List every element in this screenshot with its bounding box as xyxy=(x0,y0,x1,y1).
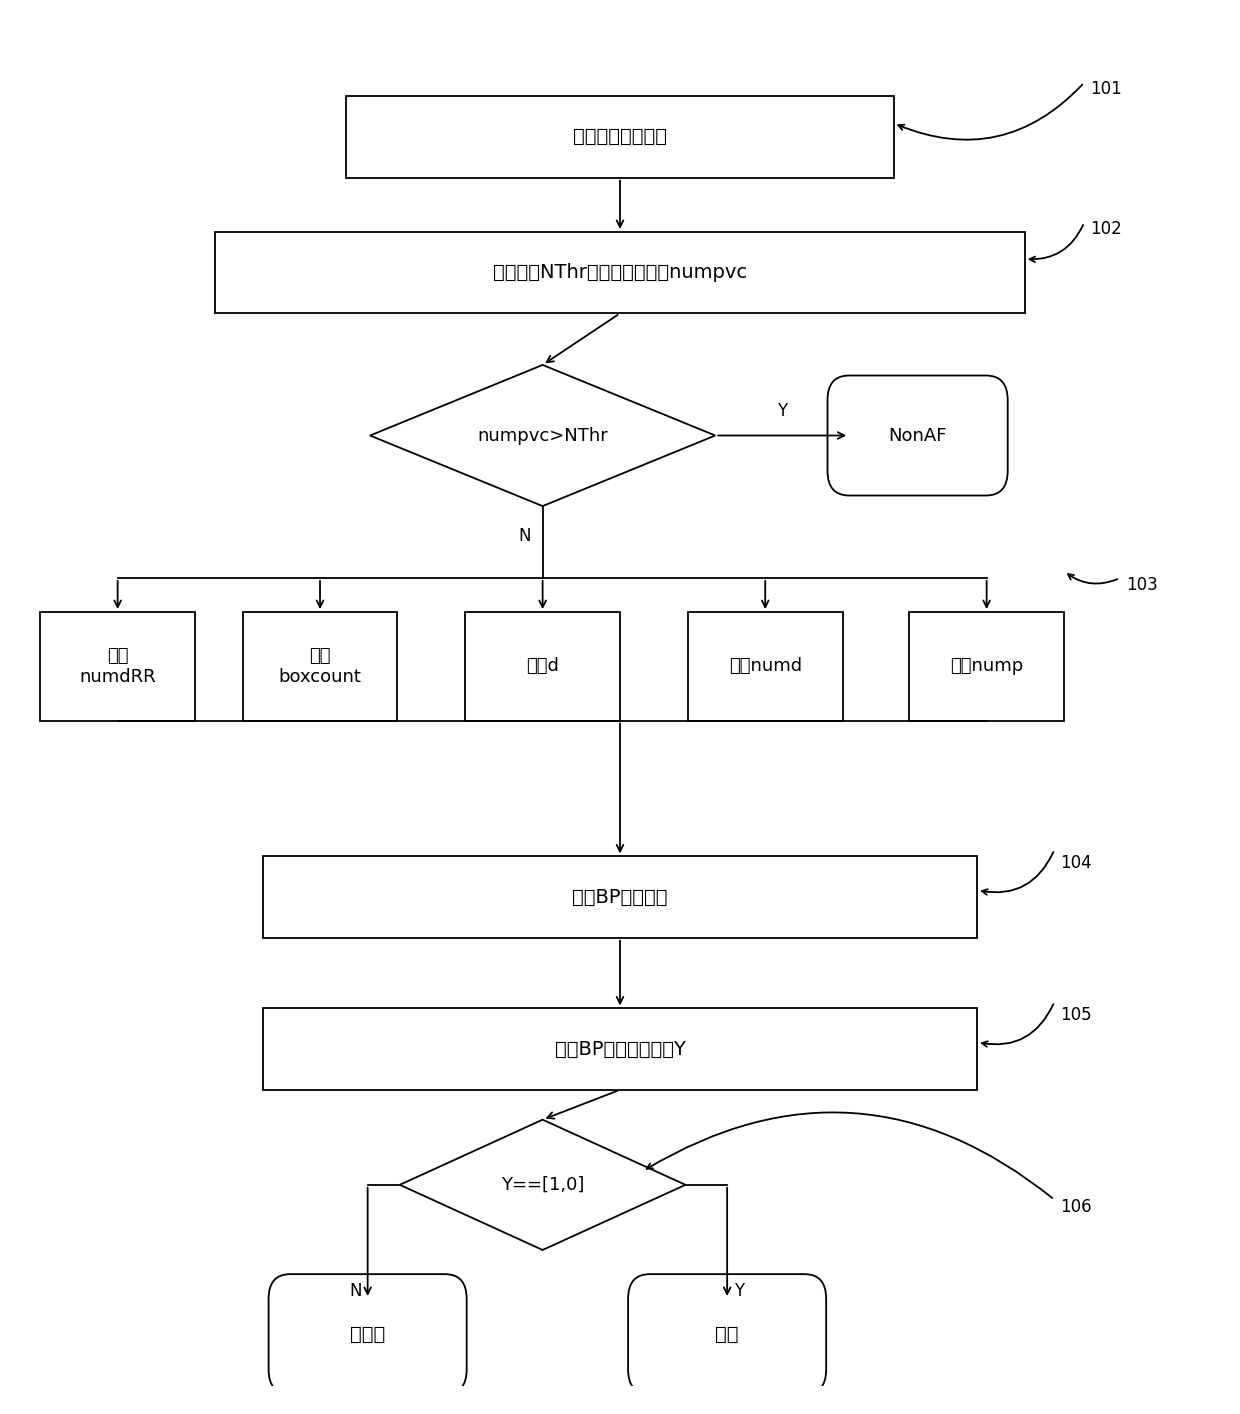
Text: NonAF: NonAF xyxy=(888,427,947,444)
Text: N: N xyxy=(350,1281,362,1299)
FancyBboxPatch shape xyxy=(465,612,620,721)
Text: 计算d: 计算d xyxy=(526,658,559,676)
Text: N: N xyxy=(518,527,531,544)
FancyBboxPatch shape xyxy=(688,612,843,721)
Text: Y: Y xyxy=(734,1281,744,1299)
Text: 房颤: 房颤 xyxy=(715,1325,739,1343)
Text: 获取心电信号数据: 获取心电信号数据 xyxy=(573,127,667,147)
FancyBboxPatch shape xyxy=(243,612,397,721)
FancyBboxPatch shape xyxy=(40,612,195,721)
Text: 比较阈值NThr和室性早搏总数numpvc: 比较阈值NThr和室性早搏总数numpvc xyxy=(494,263,746,283)
Text: 103: 103 xyxy=(1126,575,1158,594)
Text: 计算nump: 计算nump xyxy=(950,658,1023,676)
Text: 训练BP神经网络: 训练BP神经网络 xyxy=(572,888,668,906)
Text: 计算
numdRR: 计算 numdRR xyxy=(79,646,156,686)
Text: 非房颤: 非房颤 xyxy=(350,1325,386,1343)
FancyBboxPatch shape xyxy=(346,96,894,178)
Text: 计算numd: 计算numd xyxy=(729,658,802,676)
Polygon shape xyxy=(370,365,715,506)
Text: 调用BP神经网络得到Y: 调用BP神经网络得到Y xyxy=(554,1039,686,1059)
FancyBboxPatch shape xyxy=(216,232,1024,314)
FancyBboxPatch shape xyxy=(909,612,1064,721)
Text: numpvc>NThr: numpvc>NThr xyxy=(477,427,608,444)
FancyBboxPatch shape xyxy=(263,1008,977,1090)
Polygon shape xyxy=(399,1120,686,1250)
Text: 计算
boxcount: 计算 boxcount xyxy=(279,646,361,686)
Text: 102: 102 xyxy=(1090,221,1122,238)
FancyBboxPatch shape xyxy=(269,1274,466,1394)
FancyBboxPatch shape xyxy=(263,857,977,937)
Text: 104: 104 xyxy=(1060,854,1092,872)
FancyBboxPatch shape xyxy=(629,1274,826,1394)
Text: 106: 106 xyxy=(1060,1198,1092,1216)
Text: 101: 101 xyxy=(1090,81,1122,99)
Text: 105: 105 xyxy=(1060,1007,1092,1024)
Text: Y==[1,0]: Y==[1,0] xyxy=(501,1176,584,1193)
Text: Y: Y xyxy=(777,402,787,420)
FancyBboxPatch shape xyxy=(827,376,1008,495)
